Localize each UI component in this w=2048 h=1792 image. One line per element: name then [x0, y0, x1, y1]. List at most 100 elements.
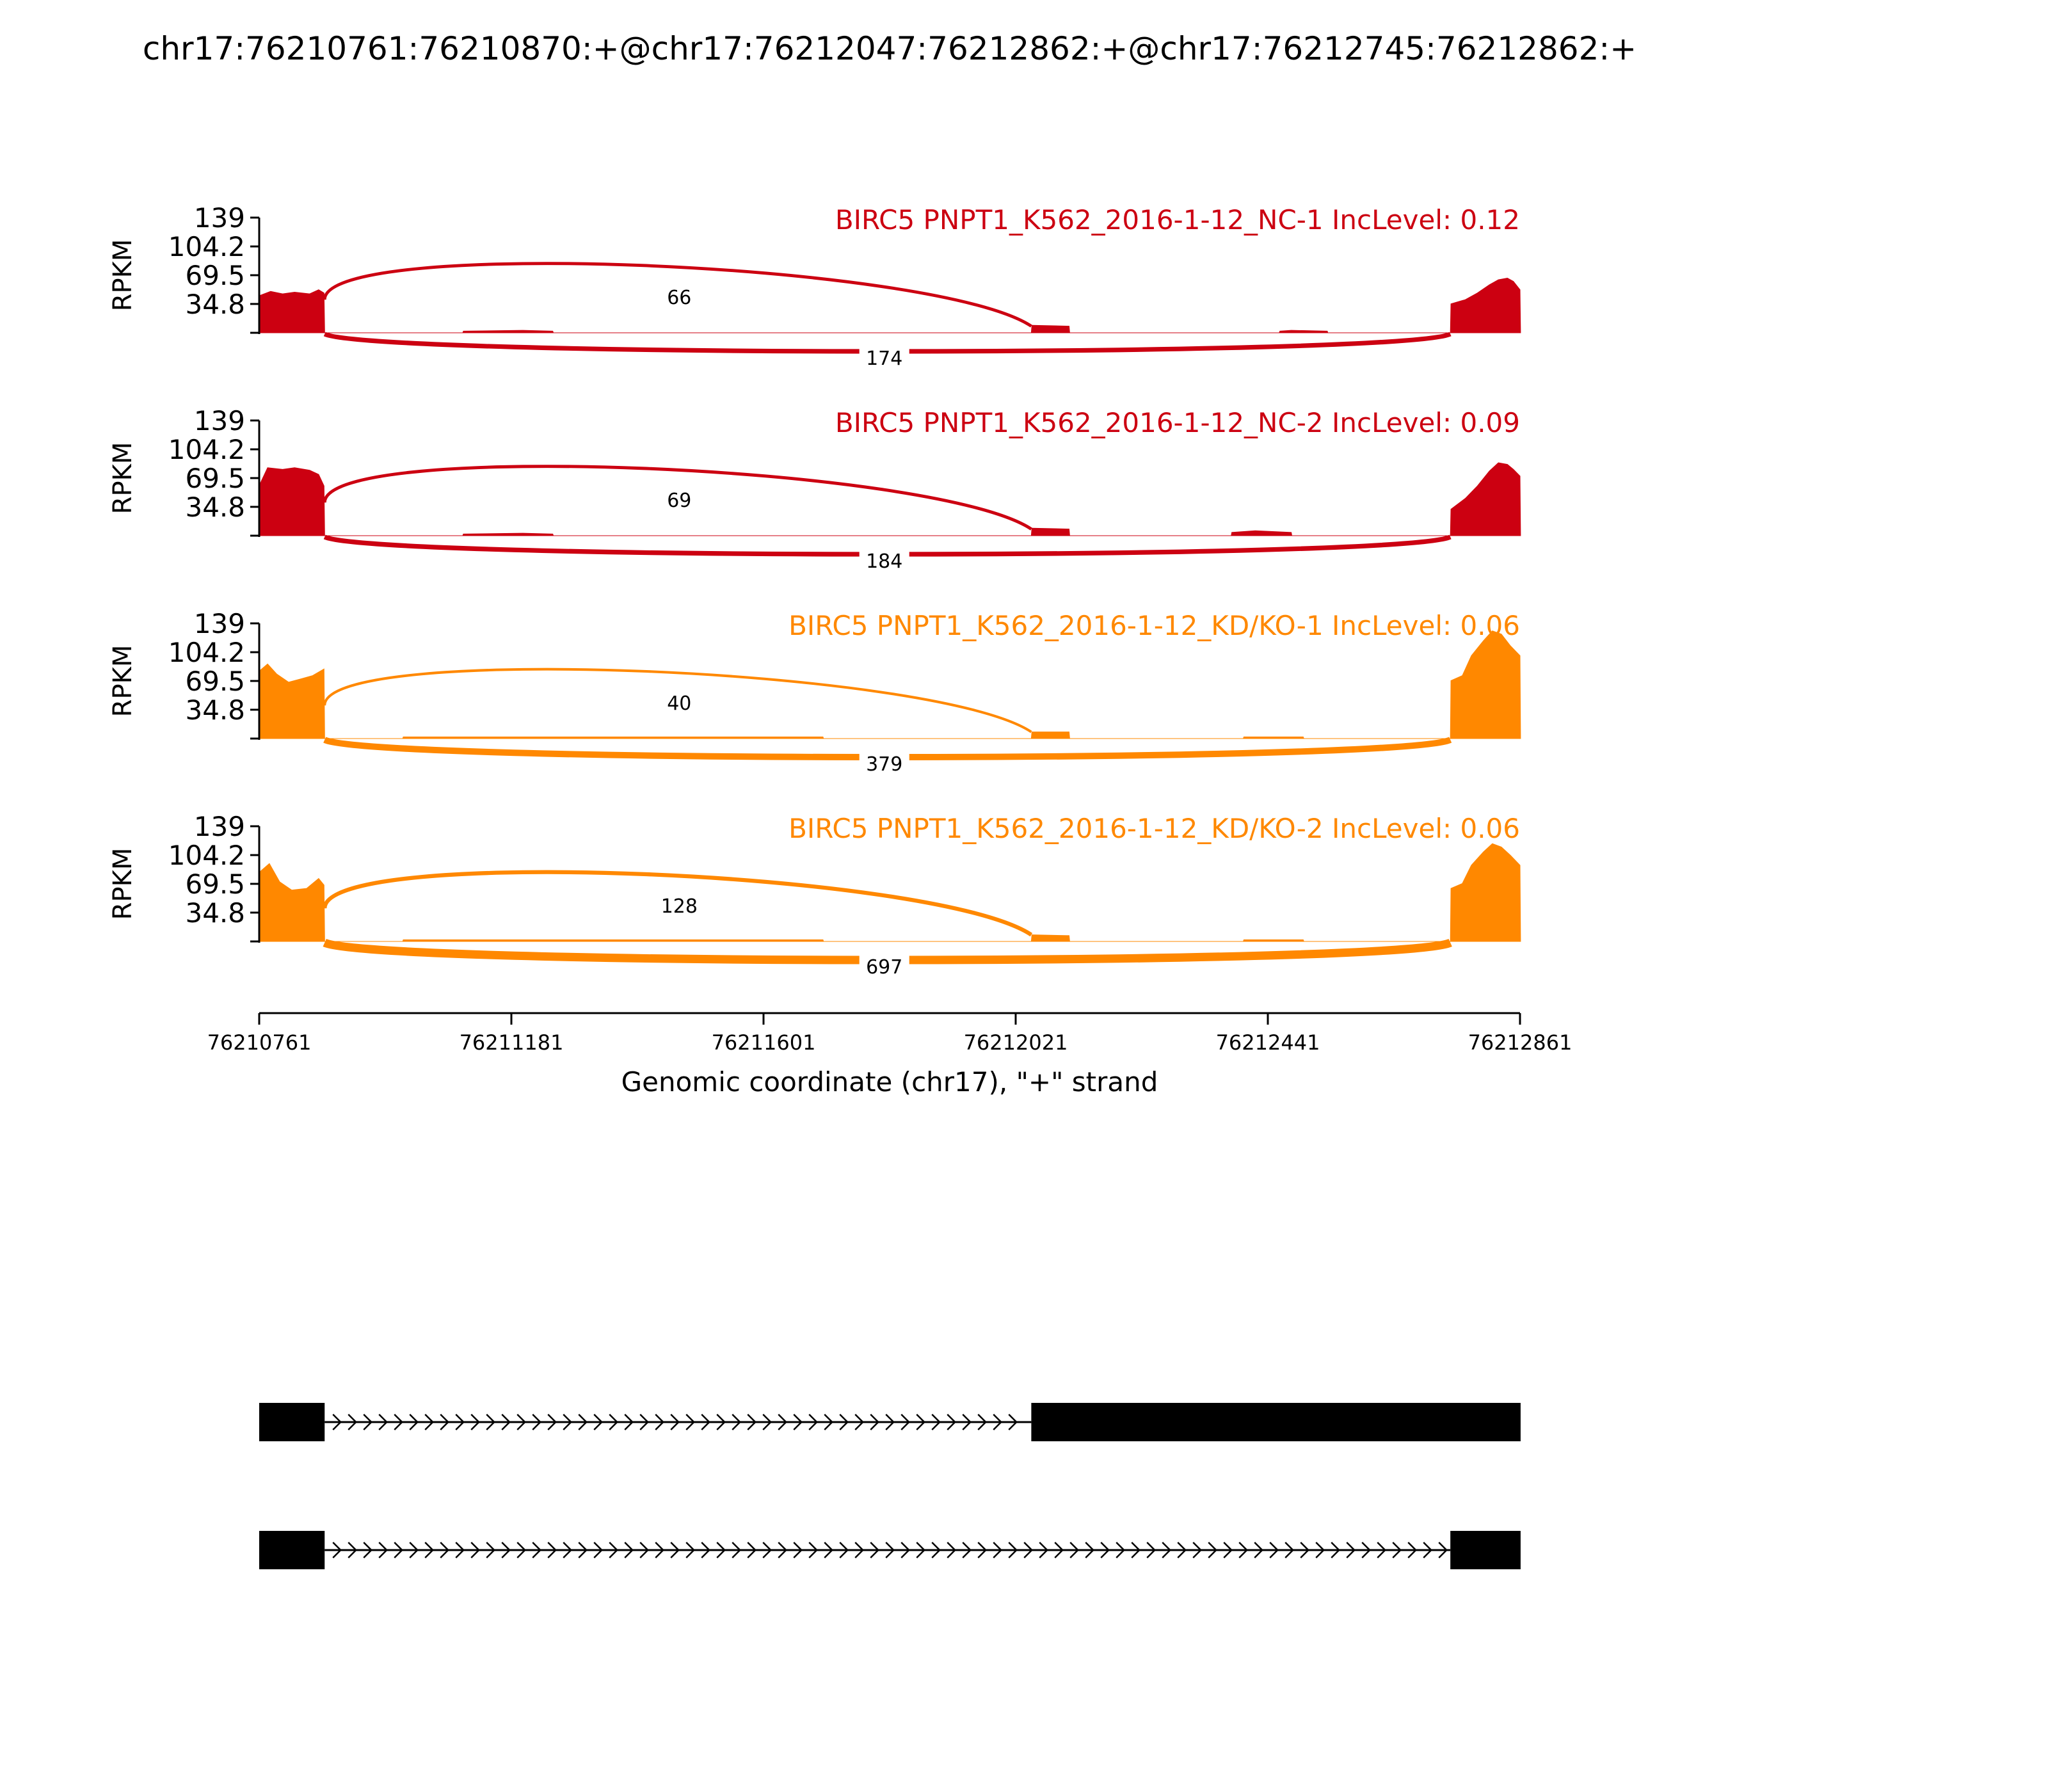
y-tick-label: 69.5 — [185, 463, 245, 494]
y-tick-label: 69.5 — [185, 868, 245, 900]
strand-arrow — [762, 1542, 772, 1558]
y-tick-label: 69.5 — [185, 260, 245, 291]
junction-count-bg — [859, 344, 909, 370]
strand-arrow — [363, 1414, 373, 1430]
strand-arrow — [1192, 1542, 1203, 1558]
strand-arrow — [1162, 1542, 1172, 1558]
strand-arrow — [1177, 1542, 1187, 1558]
strand-arrow — [1008, 1542, 1018, 1558]
junction-count-bg — [660, 689, 698, 715]
strand-arrow — [1284, 1542, 1295, 1558]
strand-arrow — [1254, 1542, 1264, 1558]
junction-count-bg — [654, 892, 705, 918]
strand-arrow — [808, 1414, 819, 1430]
x-tick-label: 76210761 — [207, 1030, 312, 1055]
strand-arrow — [563, 1414, 573, 1430]
strand-arrow — [455, 1414, 465, 1430]
strand-arrow — [885, 1542, 895, 1558]
track-label: BIRC5 PNPT1_K562_2016-1-12_KD/KO-1 IncLe… — [788, 610, 1520, 641]
strand-arrow — [824, 1414, 834, 1430]
strand-arrow — [1208, 1542, 1218, 1558]
strand-arrow — [593, 1542, 604, 1558]
junction-count: 184 — [866, 550, 902, 573]
strand-arrow — [870, 1542, 880, 1558]
strand-arrow — [808, 1542, 819, 1558]
strand-arrow — [685, 1542, 696, 1558]
strand-arrow — [578, 1542, 588, 1558]
strand-arrow — [793, 1542, 803, 1558]
junction-count: 66 — [667, 287, 691, 309]
junction-count: 128 — [661, 895, 698, 918]
strand-arrow — [639, 1542, 650, 1558]
strand-arrow — [332, 1414, 342, 1430]
strand-arrow — [778, 1542, 788, 1558]
strand-arrow — [916, 1414, 926, 1430]
track-label: BIRC5 PNPT1_K562_2016-1-12_KD/KO-2 IncLe… — [788, 813, 1520, 844]
strand-arrow — [1223, 1542, 1233, 1558]
strand-arrow — [609, 1542, 619, 1558]
strand-arrow — [931, 1542, 941, 1558]
strand-arrow — [639, 1414, 650, 1430]
chart-title: chr17:76210761:76210870:+@chr17:76212047… — [143, 30, 1636, 67]
coverage-area — [259, 277, 1521, 333]
strand-arrow — [1131, 1542, 1141, 1558]
junction-count: 174 — [866, 348, 902, 370]
y-axis-label: RPKM — [108, 848, 138, 920]
strand-arrow — [747, 1542, 757, 1558]
strand-arrow — [470, 1542, 481, 1558]
strand-arrow — [870, 1414, 880, 1430]
strand-arrow — [348, 1542, 358, 1558]
strand-arrow — [486, 1542, 496, 1558]
strand-arrow — [1085, 1542, 1095, 1558]
junction-arc — [323, 668, 1032, 733]
strand-arrow — [332, 1542, 342, 1558]
strand-arrow — [854, 1542, 865, 1558]
strand-arrow — [1346, 1542, 1356, 1558]
strand-arrow — [1023, 1542, 1034, 1558]
track-label: BIRC5 PNPT1_K562_2016-1-12_NC-1 IncLevel… — [835, 204, 1520, 236]
strand-arrow — [670, 1414, 680, 1430]
strand-arrow — [977, 1414, 988, 1430]
strand-arrow — [1407, 1542, 1418, 1558]
junction-count-bg — [660, 284, 698, 309]
junction-count-bg — [859, 547, 909, 573]
strand-arrow — [670, 1542, 680, 1558]
junction-count-bg — [660, 486, 698, 512]
y-tick-label: 34.8 — [185, 694, 245, 726]
x-tick-label: 76212861 — [1468, 1030, 1572, 1055]
strand-arrow — [501, 1542, 511, 1558]
strand-arrow — [1423, 1542, 1433, 1558]
strand-arrow — [947, 1414, 957, 1430]
strand-arrow — [962, 1542, 972, 1558]
y-tick-label: 104.2 — [168, 840, 245, 871]
strand-arrow — [993, 1542, 1003, 1558]
y-tick-label: 139 — [194, 608, 245, 639]
y-tick-label: 34.8 — [185, 289, 245, 320]
strand-arrow — [516, 1542, 527, 1558]
coverage-area — [259, 843, 1521, 942]
strand-arrow — [1238, 1542, 1249, 1558]
junction-arc — [323, 870, 1033, 937]
strand-arrow — [609, 1414, 619, 1430]
strand-arrow — [1054, 1542, 1064, 1558]
strand-arrow — [563, 1542, 573, 1558]
y-axis-label: RPKM — [108, 645, 138, 717]
strand-arrow — [762, 1414, 772, 1430]
y-axis-label: RPKM — [108, 442, 138, 515]
y-tick-label: 104.2 — [168, 231, 245, 262]
strand-arrow — [1008, 1414, 1018, 1430]
exon-block — [1450, 1531, 1521, 1569]
y-axis-label: RPKM — [108, 239, 138, 312]
strand-arrow — [532, 1414, 542, 1430]
x-axis: 76210761 76211181 76211601 76212021 76212441… — [207, 1012, 1572, 1055]
strand-arrow — [424, 1414, 435, 1430]
strand-arrow — [501, 1414, 511, 1430]
strand-arrow — [778, 1414, 788, 1430]
strand-arrow — [1438, 1542, 1448, 1558]
strand-arrow — [394, 1414, 404, 1430]
y-tick-label: 139 — [194, 811, 245, 842]
